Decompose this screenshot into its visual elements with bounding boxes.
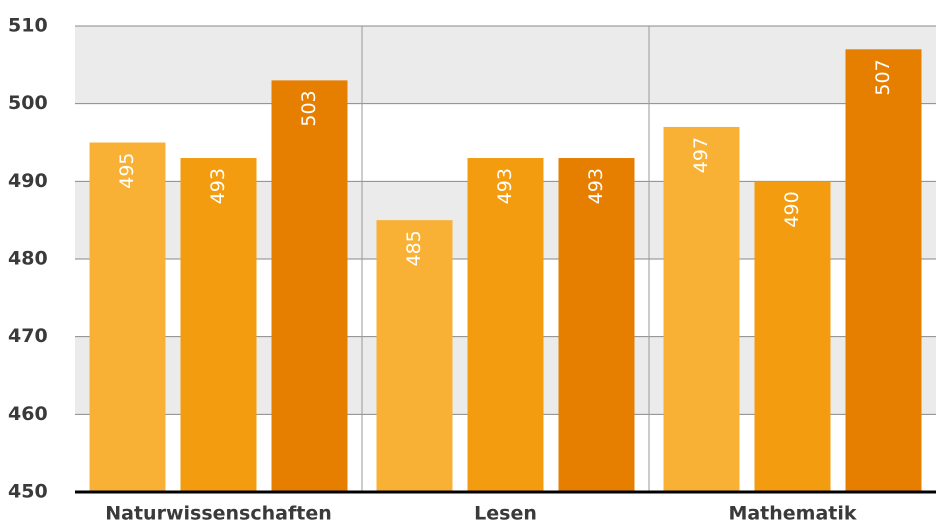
x-tick-label: Naturwissenschaften — [105, 503, 331, 525]
bar — [558, 158, 635, 493]
value-label: 507 — [872, 59, 894, 95]
y-tick-label: 460 — [8, 403, 48, 425]
y-tick-label: 510 — [8, 15, 48, 37]
y-tick-label: 490 — [8, 170, 48, 192]
y-tick-label: 450 — [8, 481, 48, 503]
x-tick-label: Mathematik — [728, 503, 856, 525]
value-label: 485 — [403, 230, 425, 266]
bar — [663, 126, 740, 492]
x-tick-label: Lesen — [474, 503, 537, 525]
value-label: 493 — [207, 168, 229, 204]
value-label: 490 — [781, 191, 803, 227]
bar — [467, 158, 544, 493]
value-label: 493 — [585, 168, 607, 204]
bar — [845, 49, 922, 493]
bar — [754, 181, 831, 493]
y-tick-label: 500 — [8, 92, 48, 114]
value-label: 495 — [116, 153, 138, 189]
bar — [376, 220, 453, 492]
bar — [89, 142, 166, 492]
y-tick-label: 470 — [8, 325, 48, 347]
value-label: 497 — [690, 137, 712, 173]
bar — [180, 158, 257, 493]
grid-band — [75, 26, 936, 104]
value-label: 493 — [494, 168, 516, 204]
value-label: 503 — [298, 90, 320, 126]
bar — [271, 80, 348, 492]
y-tick-label: 480 — [8, 248, 48, 270]
